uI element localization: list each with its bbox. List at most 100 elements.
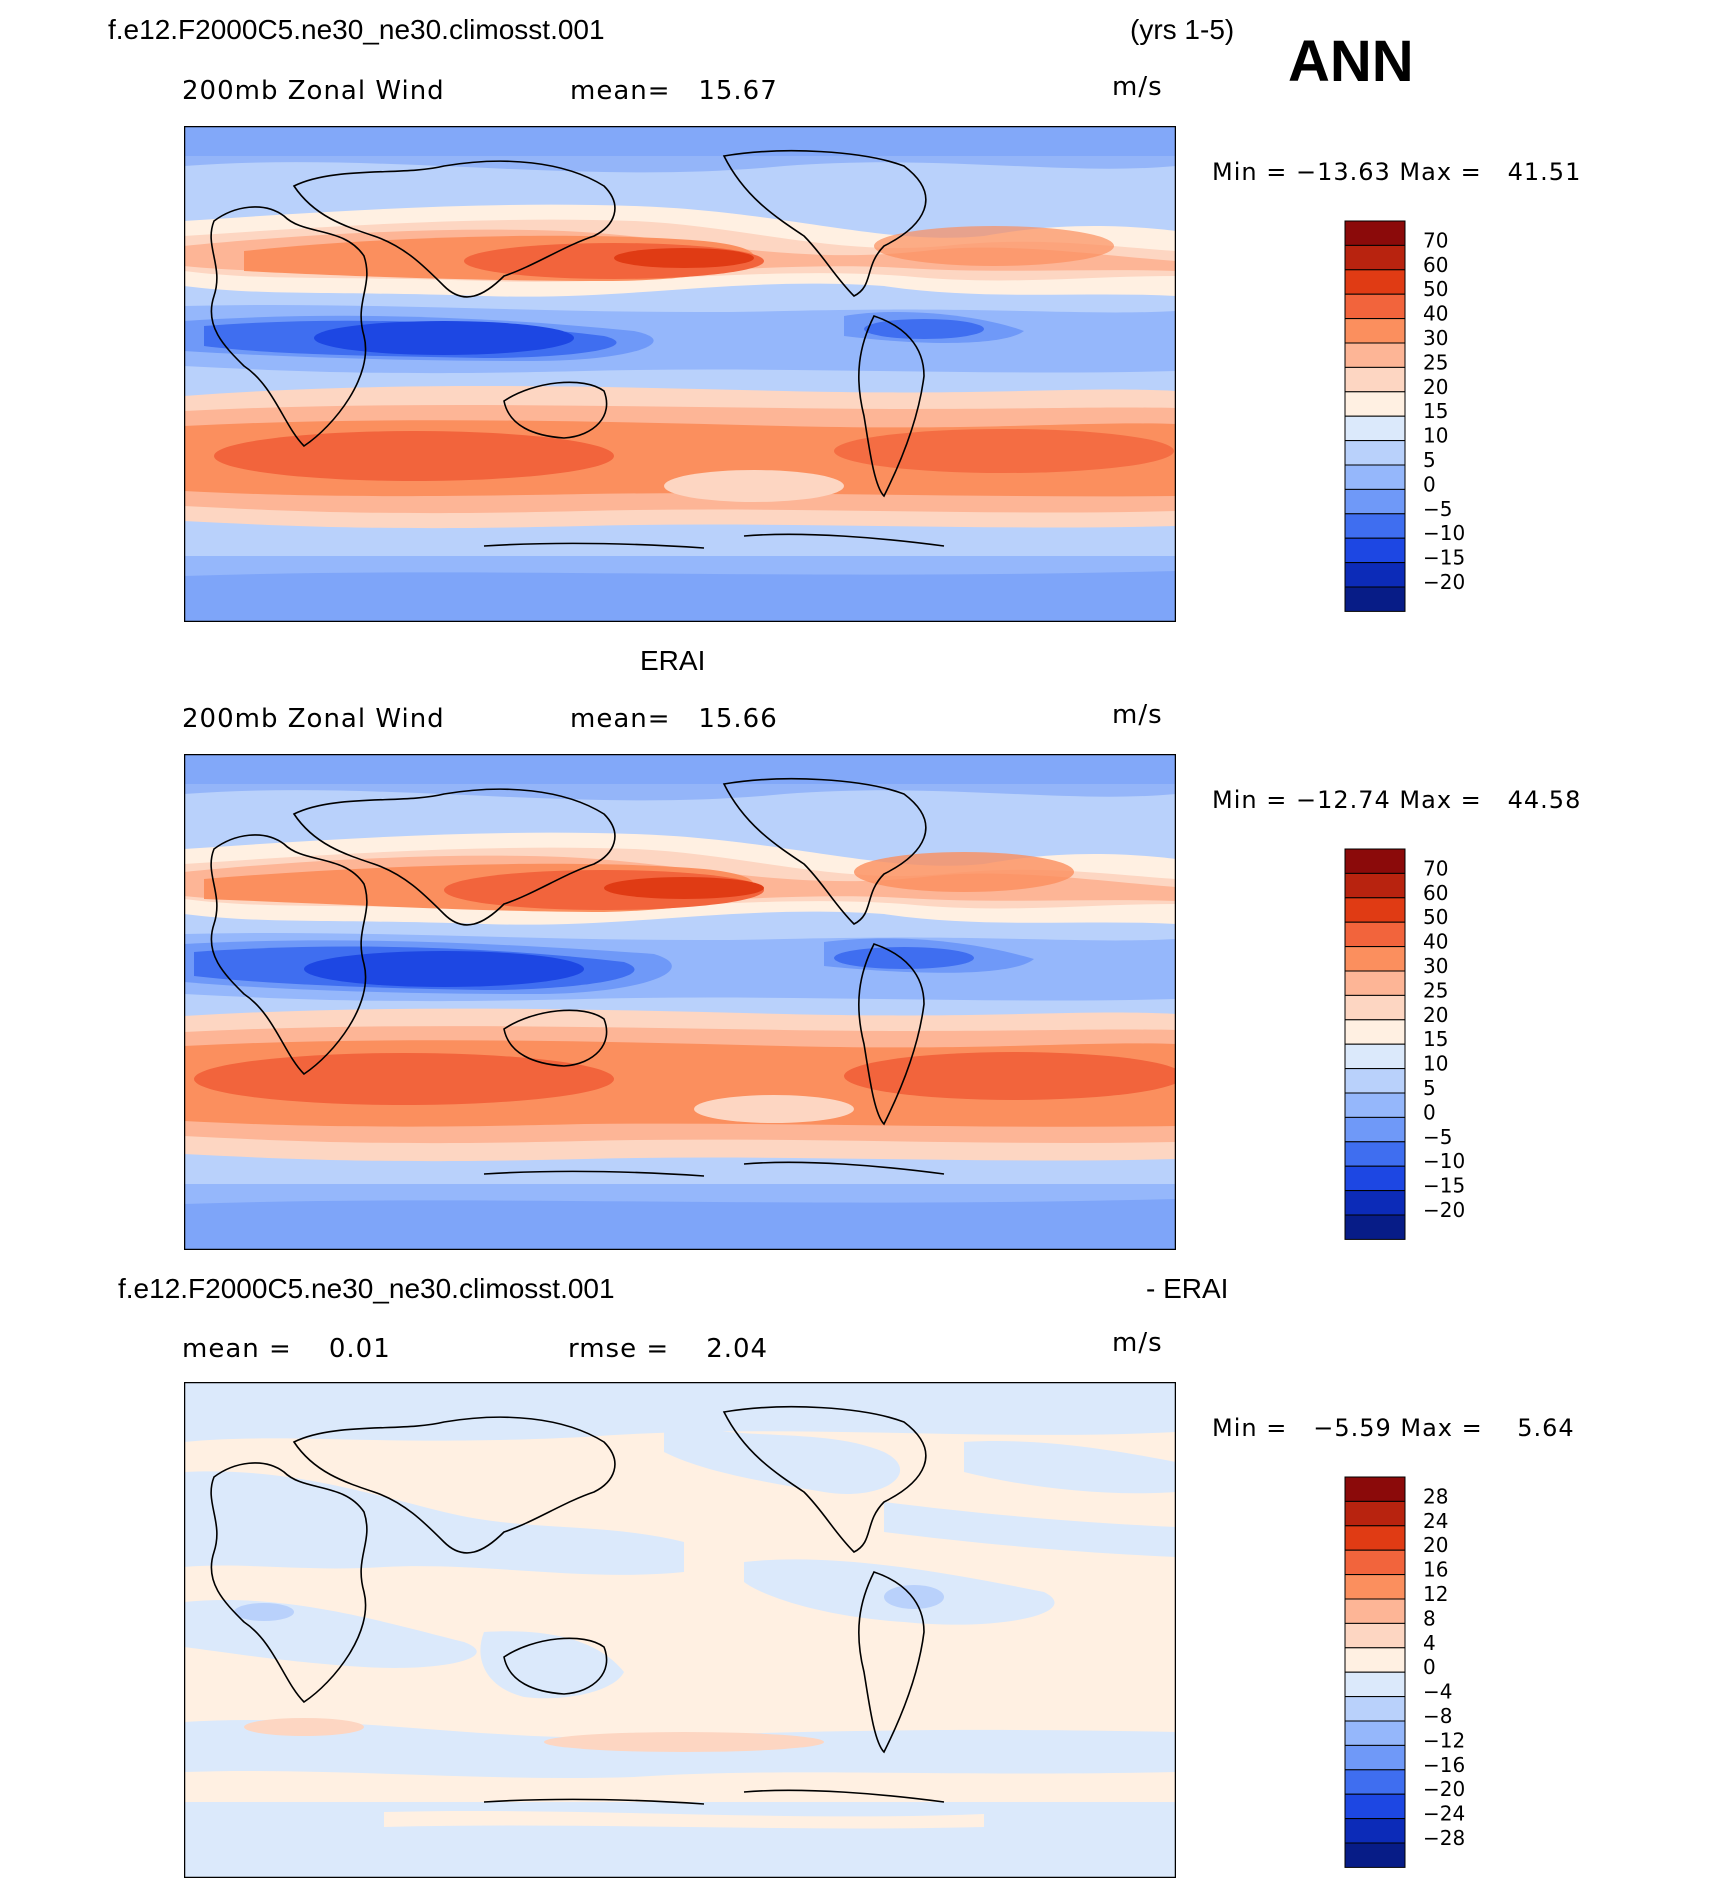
panel1-mean: mean= 15.67	[570, 76, 778, 106]
colorbar-swatch	[1344, 897, 1406, 923]
colorbar-swatch	[1344, 1190, 1406, 1216]
colorbar-label: −4	[1423, 1680, 1452, 1704]
colorbar-swatch	[1344, 1549, 1406, 1576]
colorbar-label: 40	[1423, 930, 1448, 954]
colorbar-label: 12	[1423, 1582, 1448, 1606]
colorbar-swatch	[1344, 1818, 1406, 1844]
colorbar-label: −5	[1423, 1125, 1452, 1149]
colorbar-label: −15	[1423, 1174, 1465, 1198]
colorbar-swatch	[1344, 293, 1406, 320]
colorbar-label: 4	[1423, 1631, 1436, 1655]
colorbar-swatch	[1344, 970, 1406, 996]
colorbar-label: −20	[1423, 1198, 1465, 1222]
colorbar-label: 25	[1423, 978, 1448, 1002]
colorbar-label: −20	[1423, 570, 1465, 594]
colorbar-label: 70	[1423, 856, 1448, 880]
colorbar-label: 10	[1423, 424, 1448, 448]
panel2-units: m/s	[1112, 700, 1163, 730]
colorbar-swatch	[1344, 1647, 1406, 1673]
colorbar-label: 5	[1423, 1076, 1436, 1100]
colorbar-swatch	[1344, 848, 1406, 874]
colorbar-swatch	[1344, 342, 1406, 368]
colorbar-swatch	[1344, 1598, 1406, 1624]
colorbar-swatch	[1344, 994, 1406, 1021]
panel3-minmax: Min = −5.59 Max = 5.64	[1212, 1414, 1575, 1442]
colorbar-label: 15	[1423, 399, 1448, 423]
colorbar-swatch	[1344, 415, 1406, 442]
colorbar-swatch	[1344, 1043, 1406, 1070]
colorbar-label: −20	[1423, 1777, 1465, 1801]
colorbar-label: 16	[1423, 1558, 1448, 1582]
colorbar-label: 20	[1423, 1533, 1448, 1557]
colorbar-swatch	[1344, 366, 1406, 393]
colorbar-label: 24	[1423, 1509, 1448, 1533]
colorbar-label: 25	[1423, 350, 1448, 374]
colorbar-label: −16	[1423, 1753, 1465, 1777]
colorbar-swatch	[1344, 562, 1406, 588]
panel1-map	[184, 126, 1176, 622]
colorbar-swatch	[1344, 1068, 1406, 1094]
colorbar-swatch	[1344, 1141, 1406, 1167]
colorbar-label: 60	[1423, 253, 1448, 277]
panel1-variable: 200mb Zonal Wind	[182, 76, 445, 106]
colorbar-label: 5	[1423, 448, 1436, 472]
colorbar-swatch	[1344, 1622, 1406, 1649]
colorbar-label: 40	[1423, 302, 1448, 326]
colorbar-swatch	[1344, 1116, 1406, 1143]
season-label: ANN	[1288, 29, 1414, 94]
panel3-map	[184, 1382, 1176, 1878]
colorbar-swatch	[1344, 1842, 1406, 1868]
colorbar-label: 28	[1423, 1484, 1448, 1508]
colorbar-swatch	[1344, 269, 1406, 295]
colorbar-label: 50	[1423, 277, 1448, 301]
panel3-title-left: f.e12.F2000C5.ne30_ne30.climosst.001	[118, 1273, 615, 1304]
colorbar-swatch	[1344, 488, 1406, 515]
colorbar-swatch	[1344, 586, 1406, 612]
colorbar-swatch	[1344, 1525, 1406, 1551]
colorbar-swatch	[1344, 220, 1406, 246]
colorbar-label: −10	[1423, 1149, 1465, 1173]
colorbar-swatch	[1344, 537, 1406, 564]
colorbar-label: 50	[1423, 905, 1448, 929]
colorbar-label: 15	[1423, 1027, 1448, 1051]
panel1-units: m/s	[1112, 72, 1163, 102]
colorbar-swatch	[1344, 1165, 1406, 1192]
colorbar-label: −10	[1423, 521, 1465, 545]
colorbar-label: 30	[1423, 326, 1448, 350]
colorbar-swatch	[1344, 1744, 1406, 1771]
panel2-minmax: Min = −12.74 Max = 44.58	[1212, 786, 1582, 814]
colorbar-swatch	[1344, 1476, 1406, 1502]
colorbar-label: 0	[1423, 472, 1436, 496]
colorbar-label: 0	[1423, 1655, 1436, 1679]
panel1-minmax: Min = −13.63 Max = 41.51	[1212, 158, 1582, 186]
colorbar-label: −12	[1423, 1728, 1465, 1752]
colorbar-label: −15	[1423, 546, 1465, 570]
colorbar-swatch	[1344, 1574, 1406, 1600]
case-title: f.e12.F2000C5.ne30_ne30.climosst.001	[108, 14, 605, 45]
colorbar-swatch	[1344, 464, 1406, 490]
colorbar-swatch	[1344, 244, 1406, 271]
colorbar-swatch	[1344, 391, 1406, 417]
panel3-mean: mean = 0.01	[182, 1334, 391, 1364]
panel2-mean: mean= 15.66	[570, 704, 778, 734]
colorbar-label: 30	[1423, 954, 1448, 978]
colorbar-swatch	[1344, 440, 1406, 466]
colorbar-label: 10	[1423, 1052, 1448, 1076]
colorbar-swatch	[1344, 921, 1406, 948]
colorbar-swatch	[1344, 513, 1406, 539]
colorbar-swatch	[1344, 1720, 1406, 1746]
years-label: (yrs 1-5)	[1130, 14, 1235, 45]
colorbar-label: 0	[1423, 1100, 1436, 1124]
colorbar-swatch	[1344, 1769, 1406, 1795]
panel2-variable: 200mb Zonal Wind	[182, 704, 445, 734]
colorbar-label: −5	[1423, 497, 1452, 521]
colorbar-label: 60	[1423, 881, 1448, 905]
panel3-units: m/s	[1112, 1328, 1163, 1358]
colorbar-label: −28	[1423, 1826, 1465, 1850]
colorbar-label: −24	[1423, 1802, 1465, 1826]
colorbar-swatch	[1344, 1019, 1406, 1045]
colorbar-label: 20	[1423, 1003, 1448, 1027]
